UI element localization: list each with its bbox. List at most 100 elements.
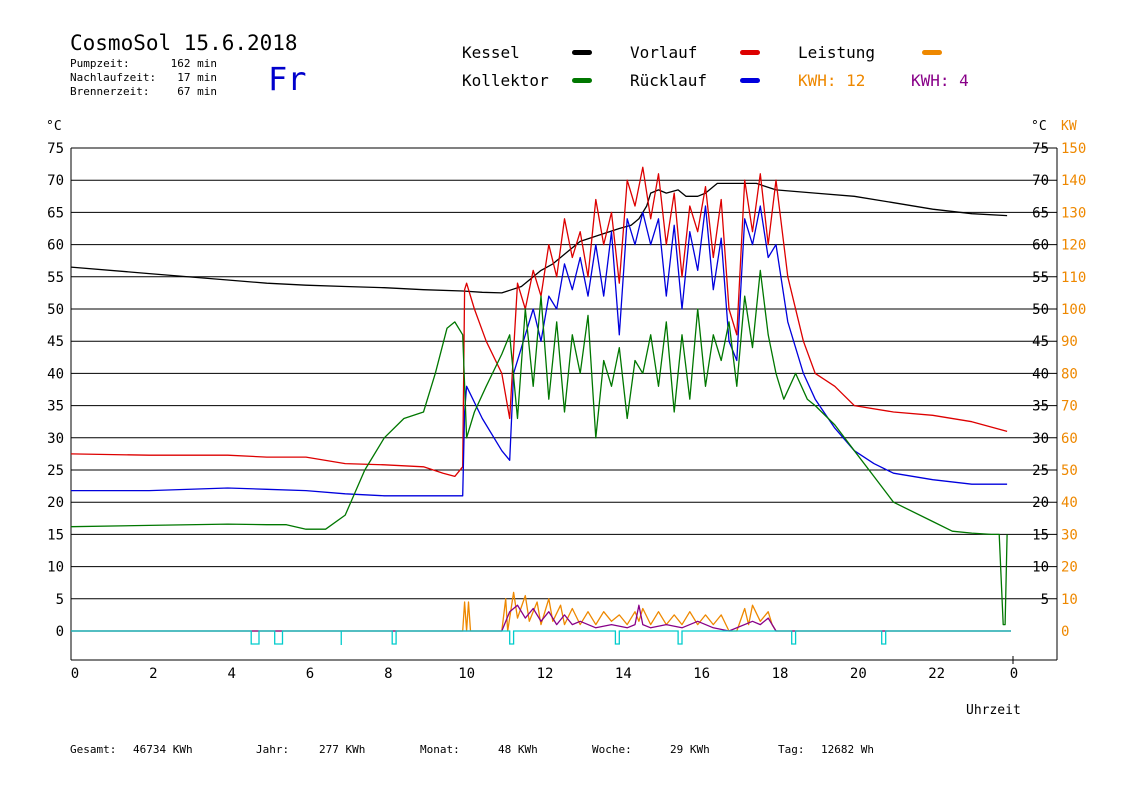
y-tick-label-right: 20 [1032, 495, 1049, 511]
y-tick-label-left: 65 [47, 205, 64, 221]
x-tick-label: 12 [537, 666, 554, 682]
y-axis-unit-right: °C [1031, 119, 1047, 134]
y-tick-label-right: 5 [1041, 592, 1049, 608]
brennerzeit-value: 67 min [177, 85, 217, 98]
footer-tag-label: Tag: [778, 743, 805, 756]
nachlaufzeit-value: 17 min [177, 71, 217, 84]
power-tick-label: 150 [1061, 141, 1086, 157]
chart-title: CosmoSol 15.6.2018 [70, 31, 298, 55]
y-tick-label-left: 60 [47, 238, 64, 254]
y-tick-label-right: 15 [1032, 527, 1049, 543]
power-tick-label: 140 [1061, 173, 1086, 189]
legend-kwh-purple: KWH: 4 [911, 71, 969, 90]
y-tick-label-right: 45 [1032, 334, 1049, 350]
y-tick-label-left: 5 [56, 592, 64, 608]
series-layer [70, 166, 1011, 645]
y-tick-label-left: 30 [47, 431, 64, 447]
y-tick-label-left: 35 [47, 399, 64, 415]
y-tick-label-left: 10 [47, 560, 64, 576]
legend-kwh-orange: KWH: 12 [798, 71, 865, 90]
x-tick-label: 22 [928, 666, 945, 682]
y-tick-label-right: 40 [1032, 366, 1049, 382]
legend-kessel-label: Kessel [462, 43, 520, 62]
footer-tag-value: 12682 Wh [821, 743, 874, 756]
x-tick-label: 18 [772, 666, 789, 682]
grid-layer [71, 147, 1057, 600]
series-ruecklauf-line [71, 205, 1008, 497]
power-tick-label: 80 [1061, 366, 1078, 382]
x-tick-label: 20 [850, 666, 867, 682]
nachlaufzeit-label: Nachlaufzeit: [70, 71, 156, 84]
x-tick-label: 6 [306, 666, 314, 682]
footer-jahr-value: 277 KWh [319, 743, 365, 756]
y-tick-label-left: 40 [47, 366, 64, 382]
power-tick-label: 110 [1061, 270, 1086, 286]
y-tick-label-right: 30 [1032, 431, 1049, 447]
x-tick-label: 8 [384, 666, 392, 682]
y-tick-label-left: 75 [47, 141, 64, 157]
y-tick-label-right: 65 [1032, 205, 1049, 221]
legend-leistung-label: Leistung [798, 43, 875, 62]
x-tick-label: 14 [615, 666, 632, 682]
power-tick-label: 10 [1061, 592, 1078, 608]
series-leistung-line [71, 591, 1011, 632]
y-tick-label-left: 55 [47, 270, 64, 286]
y-tick-label-right: 25 [1032, 463, 1049, 479]
y-tick-label-left: 20 [47, 495, 64, 511]
power-tick-label: 60 [1061, 431, 1078, 447]
y-tick-label-left: 50 [47, 302, 64, 318]
power-tick-label: 70 [1061, 399, 1078, 415]
legend-kollektor-label: Kollektor [462, 71, 549, 90]
power-tick-label: 50 [1061, 463, 1078, 479]
y-axis-unit-power: KW [1061, 119, 1077, 134]
y-tick-label-left: 70 [47, 173, 64, 189]
y-tick-label-right: 75 [1032, 141, 1049, 157]
y-tick-label-left: 25 [47, 463, 64, 479]
power-tick-label: 100 [1061, 302, 1086, 318]
footer-jahr-label: Jahr: [256, 743, 289, 756]
brennerzeit-label: Brennerzeit: [70, 85, 149, 98]
power-tick-label: 90 [1061, 334, 1078, 350]
pumpzeit-value: 162 min [171, 57, 217, 70]
footer-monat-label: Monat: [420, 743, 460, 756]
y-tick-label-right: 70 [1032, 173, 1049, 189]
legend-ruecklauf-swatch [740, 78, 760, 83]
x-tick-label: 0 [1010, 666, 1018, 682]
legend-vorlauf-label: Vorlauf [630, 43, 697, 62]
series-pump-status-line [71, 630, 1011, 645]
legend-kollektor-swatch [572, 78, 592, 83]
legend-ruecklauf-label: Rücklauf [630, 71, 707, 90]
y-tick-label-left: 0 [56, 624, 64, 640]
series-vorlauf-line [70, 166, 1008, 478]
y-tick-label-right: 50 [1032, 302, 1049, 318]
power-tick-label: 30 [1061, 527, 1078, 543]
footer-gesamt-value: 46734 KWh [133, 743, 193, 756]
power-tick-label: 20 [1061, 560, 1078, 576]
series-kollektor-line [70, 269, 1008, 626]
pumpzeit-label: Pumpzeit: [70, 57, 130, 70]
x-axis-label: Uhrzeit [966, 703, 1021, 718]
x-tick-label: 2 [149, 666, 157, 682]
power-tick-label: 130 [1061, 205, 1086, 221]
series-kessel-line [70, 182, 1008, 294]
legend-kessel-swatch [572, 50, 592, 55]
footer-woche-label: Woche: [592, 743, 632, 756]
power-tick-label: 40 [1061, 495, 1078, 511]
legend-leistung-swatch [922, 50, 942, 55]
weekday-label: Fr [268, 60, 307, 98]
x-tick-label: 0 [71, 666, 79, 682]
y-tick-label-right: 35 [1032, 399, 1049, 415]
y-tick-label-right: 55 [1032, 270, 1049, 286]
power-tick-label: 0 [1061, 624, 1069, 640]
x-tick-label: 16 [693, 666, 710, 682]
y-tick-label-right: 60 [1032, 238, 1049, 254]
y-axis-unit-left: °C [46, 119, 62, 134]
x-tick-label: 10 [458, 666, 475, 682]
power-tick-label: 120 [1061, 238, 1086, 254]
y-tick-label-right: 10 [1032, 560, 1049, 576]
legend-vorlauf-swatch [740, 50, 760, 55]
series-kwh-purple-line [71, 604, 1011, 632]
y-tick-label-left: 45 [47, 334, 64, 350]
